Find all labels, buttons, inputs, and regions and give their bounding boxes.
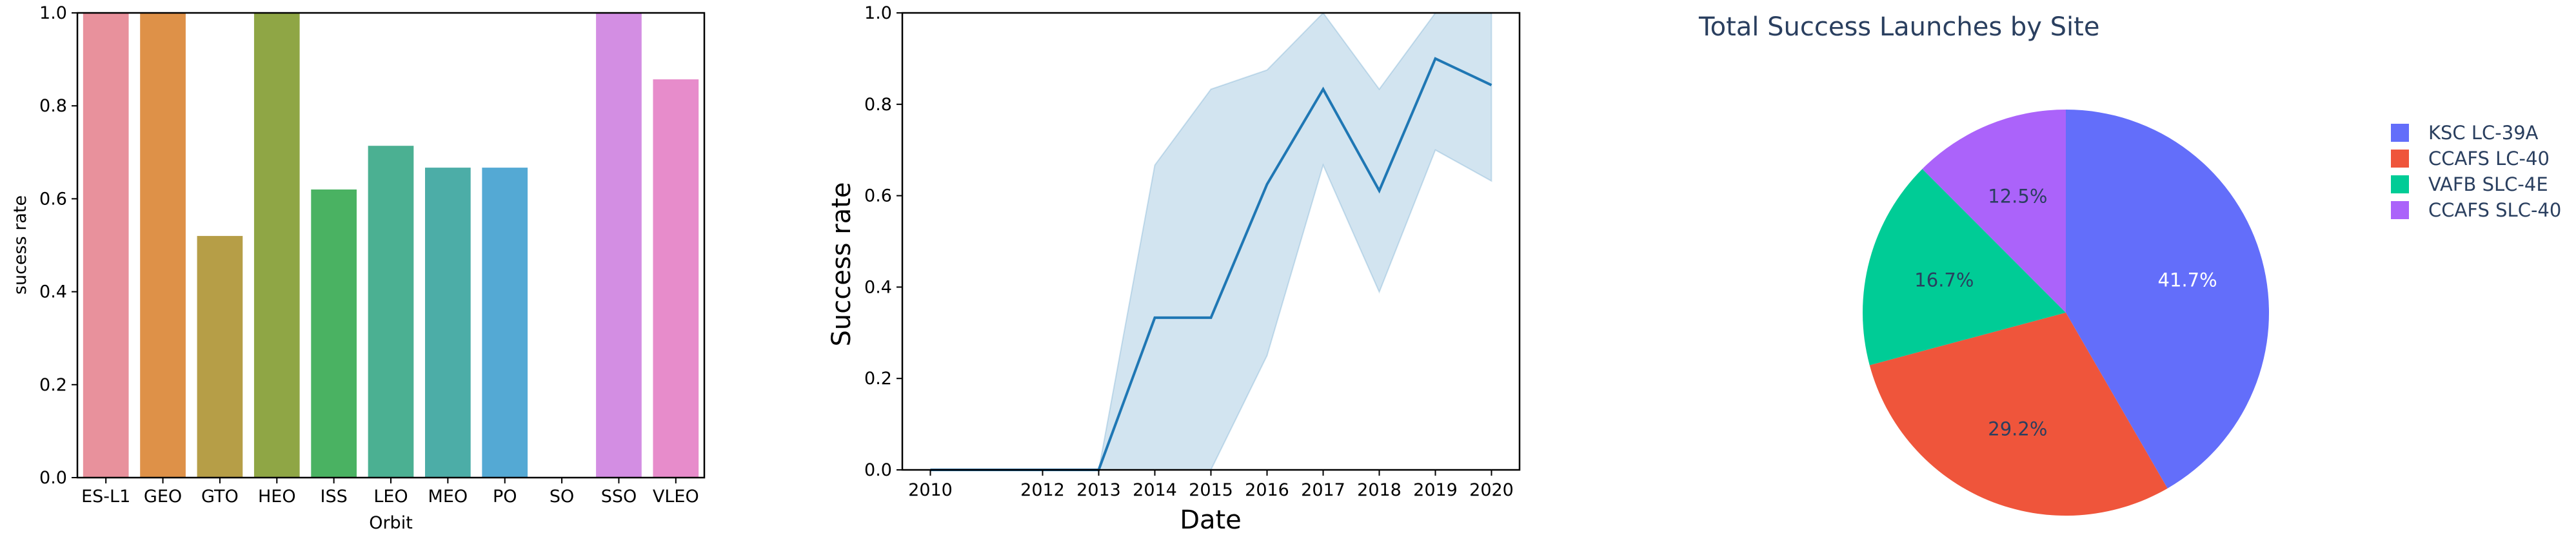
pie-slice-ccafs-slc-40 <box>1922 110 2066 313</box>
pie-labels-group: 41.7% 29.2% 16.7% 12.5% <box>1914 186 2217 440</box>
line-x-axis: 2010 2012 2013 2014 2015 2016 2017 2018 2019 2020 <box>908 470 1514 500</box>
pie-value-label: 12.5% <box>1988 186 2047 208</box>
line-x-tick-label: 2018 <box>1357 480 1402 500</box>
pie-value-label: 41.7% <box>2158 269 2217 291</box>
line-series-group <box>930 12 1492 471</box>
legend-label: KSC LC-39A <box>2428 122 2539 144</box>
bar-x-axis-label: Orbit <box>369 513 413 533</box>
line-y-tick-label: 0.4 <box>864 277 892 297</box>
bar-gto <box>197 236 243 478</box>
line-x-tick-label: 2019 <box>1413 480 1458 500</box>
bar-geo <box>140 13 186 478</box>
line-y-tick-label: 1.0 <box>864 3 892 23</box>
bar-heo <box>253 13 300 478</box>
line-x-tick-label: 2015 <box>1189 480 1233 500</box>
pie-value-label: 29.2% <box>1988 418 2047 440</box>
bar-x-axis: ES-L1 GEO GTO HEO ISS LEO MEO PO SO SSO VLEO <box>81 478 699 507</box>
legend-swatch <box>2391 201 2409 219</box>
pie-slice-vafb-slc-4e <box>1863 169 2066 365</box>
line-y-axis: 0.0 0.2 0.4 0.6 0.8 1.0 <box>864 3 902 480</box>
line-x-tick-label: 2016 <box>1245 480 1289 500</box>
legend-swatch <box>2391 175 2409 193</box>
bar-x-tick-label: ES-L1 <box>81 487 130 507</box>
line-x-tick-label: 2010 <box>908 480 953 500</box>
bar-x-tick-label: HEO <box>258 487 296 507</box>
bar-x-tick-label: GTO <box>201 487 239 507</box>
pie-slice-ksc-lc-39a <box>2066 110 2269 489</box>
pie-value-label: 16.7% <box>1914 269 1974 291</box>
bar-meo <box>425 168 471 478</box>
line-y-tick-label: 0.6 <box>864 186 892 206</box>
bar-y-tick-label: 0.2 <box>39 375 67 395</box>
bar-y-axis-label: sucess rate <box>10 195 30 295</box>
line-x-tick-label: 2012 <box>1020 480 1065 500</box>
bar-y-tick-label: 0.4 <box>39 282 67 302</box>
legend-label: CCAFS LC-40 <box>2428 148 2550 170</box>
bar-x-tick-label: ISS <box>321 487 348 507</box>
bar-x-tick-label: MEO <box>428 487 468 507</box>
bar-y-tick-label: 1.0 <box>39 3 67 23</box>
bar-x-tick-label: LEO <box>373 487 408 507</box>
bar-sso <box>596 13 642 478</box>
launch-site-pie-chart: Total Success Launches by Site 41.7% 29.2… <box>1698 12 2561 516</box>
bars-group <box>83 13 699 478</box>
orbit-success-bar-chart: 0.0 0.2 0.4 0.6 0.8 1.0 ES-L1 GEO GTO HEO ISS LEO M… <box>10 3 706 533</box>
line-y-tick-label: 0.0 <box>864 460 892 480</box>
line-y-tick-label: 0.2 <box>864 369 892 389</box>
bar-es-l1 <box>83 13 129 478</box>
line-x-axis-label: Date <box>1180 505 1242 535</box>
line-x-tick-label: 2017 <box>1301 480 1345 500</box>
bar-y-tick-label: 0.0 <box>39 468 67 488</box>
confidence-band <box>930 12 1492 471</box>
bar-y-tick-label: 0.8 <box>39 96 67 116</box>
line-y-axis-label: Success rate <box>827 182 857 347</box>
legend-swatch <box>2391 124 2409 142</box>
pie-slices-group <box>1863 110 2269 516</box>
yearly-success-line-chart: 0.00.20.40.60.81.0 2010 2012 2013 2014 2015 2… <box>827 3 1521 535</box>
line-y-tick-label: 0.8 <box>864 95 892 115</box>
bar-x-tick-label: SSO <box>601 487 637 507</box>
line-x-tick-label: 2014 <box>1133 480 1177 500</box>
bar-x-tick-label: SO <box>550 487 574 507</box>
legend-label: VAFB SLC-4E <box>2428 173 2548 195</box>
bar-y-tick-label: 0.6 <box>39 189 67 209</box>
bar-x-tick-label: VLEO <box>653 487 699 507</box>
bar-po <box>482 168 528 478</box>
bar-x-tick-label: GEO <box>144 487 182 507</box>
pie-legend: KSC LC-39A CCAFS LC-40 VAFB SLC-4E CCAFS SL… <box>2391 122 2561 221</box>
bar-x-tick-label: PO <box>493 487 517 507</box>
pie-title: Total Success Launches by Site <box>1698 12 2099 42</box>
bar-leo <box>368 146 414 478</box>
bar-y-axis: 0.0 0.2 0.4 0.6 0.8 1.0 <box>39 3 77 488</box>
legend-swatch <box>2391 150 2409 168</box>
bar-iss <box>311 189 357 478</box>
legend-label: CCAFS SLC-40 <box>2428 199 2561 221</box>
bar-vleo <box>653 79 699 478</box>
line-x-tick-label: 2020 <box>1469 480 1514 500</box>
pie-slice-ccafs-lc-40 <box>1869 313 2168 516</box>
line-x-tick-label: 2013 <box>1076 480 1121 500</box>
